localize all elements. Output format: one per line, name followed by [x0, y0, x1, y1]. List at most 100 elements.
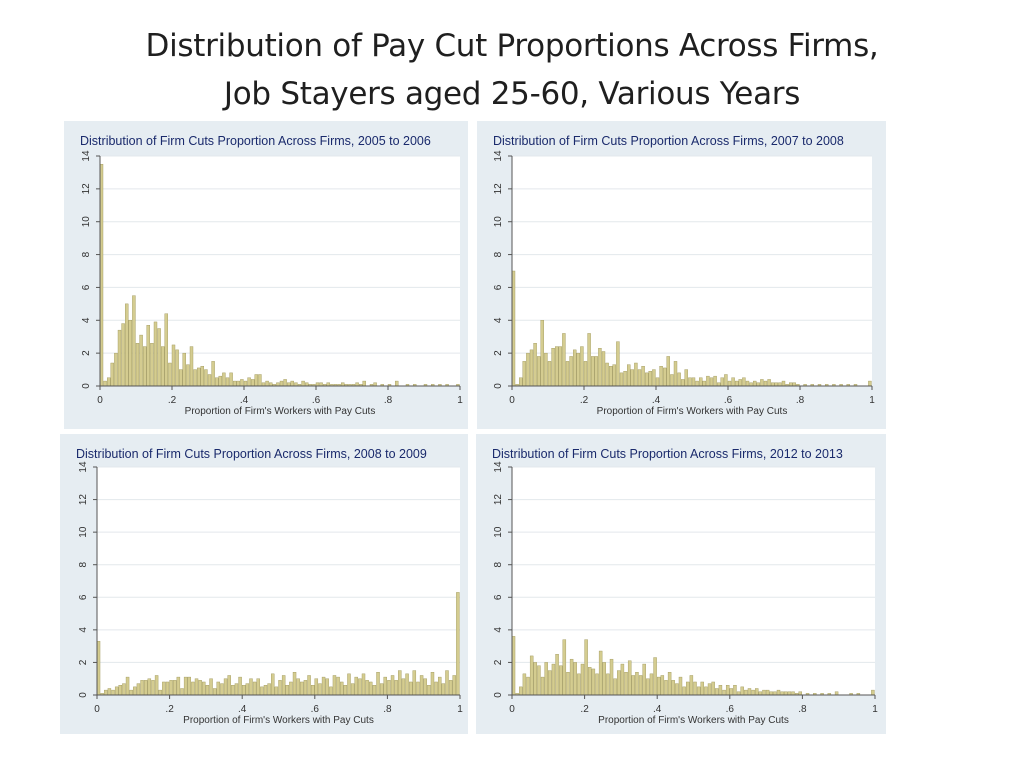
histogram-bar — [401, 678, 406, 696]
histogram-bar — [171, 344, 176, 387]
x-tick-label: 0 — [509, 704, 515, 715]
histogram-bar — [744, 689, 748, 696]
histogram-bar — [677, 372, 681, 387]
histogram-bar — [555, 654, 559, 696]
histogram-bar — [307, 675, 311, 696]
histogram-bar — [227, 675, 231, 696]
histogram-bar — [616, 341, 620, 387]
x-tick-label: .2 — [168, 395, 177, 406]
histogram-bar — [265, 380, 269, 387]
y-tick-label: 8 — [78, 561, 89, 567]
histogram-bar — [243, 380, 248, 387]
y-tick-label: 10 — [81, 216, 92, 228]
histogram-bar — [745, 380, 750, 387]
histogram-bar — [686, 681, 690, 696]
x-tick-label: .2 — [580, 704, 589, 715]
histogram-bar — [715, 688, 719, 696]
y-tick-label: 10 — [493, 216, 504, 228]
histogram-bar — [289, 681, 293, 696]
histogram-bar — [285, 685, 289, 696]
histogram-bar — [765, 689, 770, 696]
histogram-bar — [547, 361, 552, 387]
histogram-bar — [868, 380, 872, 387]
histogram-bar — [376, 672, 380, 696]
histogram-bar — [114, 686, 119, 696]
histogram-bar — [670, 374, 674, 387]
histogram-bar — [361, 673, 366, 696]
histogram-bar — [343, 685, 348, 696]
histogram-bar — [332, 675, 337, 696]
histogram-bar — [689, 675, 694, 696]
y-tick-label: 4 — [78, 627, 89, 633]
histogram-bar — [648, 371, 652, 387]
histogram-bar — [762, 689, 766, 696]
histogram-bar — [620, 663, 625, 696]
x-tick-label: 1 — [457, 395, 463, 406]
histogram-bar — [194, 678, 199, 696]
histogram-bar — [617, 670, 621, 696]
histogram-bar — [624, 672, 628, 696]
histogram-bar — [187, 676, 191, 696]
histogram-bar — [212, 688, 217, 696]
slide-title: Distribution of Pay Cut Proportions Acro… — [0, 22, 1024, 118]
x-tick-label: .2 — [580, 395, 589, 406]
histogram-bar — [609, 658, 614, 696]
histogram-bar — [760, 379, 764, 387]
histogram-bar — [707, 683, 712, 696]
histogram-bar — [111, 689, 115, 696]
histogram-bar — [540, 320, 544, 387]
x-axis-label: Proportion of Firm's Workers with Pay Cu… — [185, 406, 376, 417]
histogram-bar — [591, 356, 595, 387]
histogram-bar — [619, 372, 624, 387]
histogram-bar — [623, 371, 627, 387]
histogram-bar — [641, 366, 645, 387]
histogram-bar — [254, 374, 259, 387]
histogram-bar — [627, 364, 631, 387]
histogram-bar — [537, 665, 541, 696]
histogram-bar — [142, 346, 147, 387]
histogram-bar — [117, 329, 122, 387]
histogram-bar — [260, 686, 264, 696]
histogram-bar — [281, 675, 286, 696]
histogram-bar — [274, 686, 279, 696]
x-axis-label: Proportion of Firm's Workers with Pay Cu… — [183, 715, 374, 726]
histogram-bar — [408, 681, 413, 696]
histogram-bar — [103, 380, 107, 387]
histogram-bar — [238, 676, 242, 696]
histogram-bar — [562, 333, 566, 387]
histogram-bar — [153, 321, 158, 387]
histogram-bar — [173, 680, 177, 696]
histogram-bar — [214, 377, 219, 387]
histogram-bar — [753, 380, 757, 387]
y-tick-label: 12 — [81, 183, 92, 195]
histogram-bar — [278, 680, 282, 696]
histogram-bar — [301, 380, 305, 387]
histogram-bar — [129, 689, 133, 696]
histogram-bar — [256, 678, 260, 696]
histogram-bar — [303, 680, 308, 696]
x-tick-label: 1 — [872, 704, 878, 715]
histogram-bar — [722, 689, 726, 696]
histogram-bar — [225, 377, 230, 387]
histogram-bar — [612, 364, 616, 387]
histogram-bar — [645, 372, 649, 387]
histogram-bar — [136, 683, 141, 696]
histogram-bar — [122, 683, 126, 696]
histogram-bar — [781, 380, 786, 387]
histogram-bar — [263, 685, 268, 696]
histogram-bar — [709, 377, 714, 387]
histogram-bar — [434, 681, 438, 696]
histogram-bar — [526, 352, 530, 387]
histogram-bar — [587, 333, 591, 387]
histogram-bar — [325, 678, 329, 696]
y-tick-label: 0 — [493, 692, 504, 698]
histogram-bar — [747, 688, 752, 696]
histogram-bar — [602, 662, 606, 696]
x-tick-label: 1 — [869, 395, 875, 406]
histogram-bar — [666, 356, 670, 387]
histogram-bar — [576, 352, 580, 387]
histogram-bar — [390, 675, 395, 696]
histogram-bar — [175, 349, 179, 387]
x-axis-label: Proportion of Firm's Workers with Pay Cu… — [598, 715, 789, 726]
